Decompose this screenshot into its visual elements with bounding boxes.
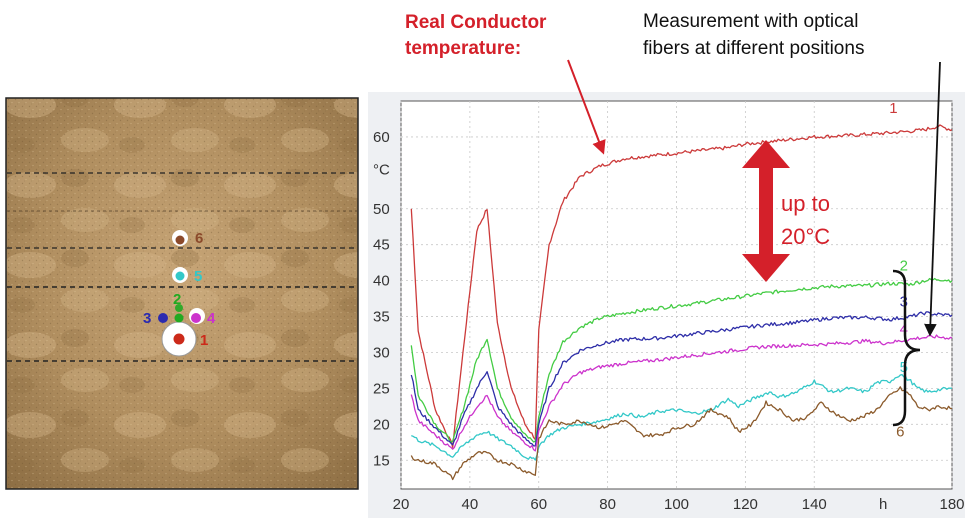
y-tick-label: 25	[373, 380, 390, 397]
x-axis-ticks: 20 40 60 80 100 120 140 180	[393, 496, 965, 513]
series-line-1	[410, 124, 952, 448]
position-label-6: 6	[195, 230, 203, 247]
sensor-2	[174, 313, 184, 323]
position-label-4: 4	[207, 310, 216, 327]
sensor-6	[175, 235, 185, 245]
real-conductor-arrow	[567, 59, 606, 155]
plot-area	[400, 100, 953, 490]
delta-double-arrow	[742, 140, 790, 282]
delta-label-line2: 20°C	[781, 224, 830, 249]
y-unit-label: °C	[373, 161, 390, 178]
sensor-3	[158, 313, 168, 323]
sensor-5	[175, 271, 185, 281]
position-label-2: 2	[173, 291, 181, 308]
x-tick-label: 60	[530, 496, 547, 513]
x-tick-label: 40	[462, 496, 479, 513]
soil-diagram: 1 2 3 4 5 6	[5, 97, 359, 490]
y-tick-label: 30	[373, 344, 390, 361]
series-label-2: 2	[900, 258, 908, 275]
chart-grid	[400, 101, 953, 489]
x-tick-label: 80	[599, 496, 616, 513]
soil-border	[5, 97, 359, 490]
chart-series	[410, 124, 952, 481]
x-tick-label: 100	[664, 496, 689, 513]
soil-grain	[6, 98, 358, 489]
measurement-arrow	[924, 61, 941, 337]
y-tick-label: 45	[373, 237, 390, 254]
sensor-4	[191, 313, 201, 323]
series-label-1: 1	[889, 100, 897, 117]
series-line-4	[410, 334, 952, 452]
series-label-6: 6	[896, 424, 904, 441]
series-line-6	[410, 386, 952, 481]
fiber-group-brace	[892, 269, 921, 427]
y-axis-ticks: 15 20 25 30 35 40 45 50 60	[373, 129, 390, 469]
position-label-5: 5	[194, 268, 202, 285]
series-line-2	[410, 277, 952, 443]
measurement-label-line2: fibers at different positions	[643, 38, 864, 59]
delta-label-line1: up to	[781, 191, 830, 216]
y-tick-label: 20	[373, 416, 390, 433]
series-line-5	[411, 374, 952, 461]
y-tick-label: 35	[373, 309, 390, 326]
x-tick-label: 180	[939, 496, 964, 513]
x-tick-label: 120	[733, 496, 758, 513]
position-label-3: 3	[143, 310, 151, 327]
real-conductor-label-line2: temperature:	[405, 38, 521, 59]
y-tick-label: 50	[373, 201, 390, 218]
series-line-3	[410, 311, 952, 447]
real-conductor-label-line1: Real Conductor	[405, 12, 547, 33]
sensor-2-fiber	[175, 304, 183, 312]
x-tick-label: 140	[802, 496, 827, 513]
y-tick-label: 60	[373, 129, 390, 146]
y-tick-label: 40	[373, 273, 390, 290]
position-label-1: 1	[200, 332, 208, 349]
y-tick-label: 15	[373, 452, 390, 469]
measurement-label-line1: Measurement with optical	[643, 11, 858, 32]
conductor-core	[173, 333, 185, 345]
x-tick-label: 20	[393, 496, 410, 513]
x-unit-label: h	[879, 496, 887, 513]
